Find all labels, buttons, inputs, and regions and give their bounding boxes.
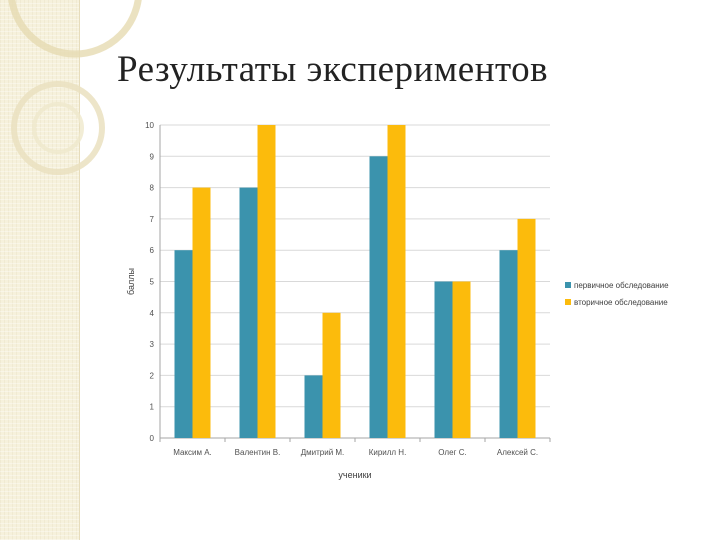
y-tick-label: 10 bbox=[145, 121, 154, 130]
y-tick-label: 2 bbox=[150, 371, 155, 380]
legend-label: первичное обследование bbox=[574, 281, 669, 290]
y-tick-label: 0 bbox=[150, 434, 155, 443]
x-tick-label: Алексей С. bbox=[497, 448, 538, 457]
bar bbox=[369, 156, 388, 439]
bar bbox=[452, 281, 471, 438]
slide-title: Результаты экспериментов bbox=[117, 49, 549, 90]
bar bbox=[192, 187, 211, 438]
y-tick-label: 9 bbox=[150, 152, 155, 161]
y-tick-label: 8 bbox=[150, 184, 155, 193]
y-tick-label: 4 bbox=[150, 309, 155, 318]
legend-label: вторичное обследование bbox=[574, 298, 668, 307]
x-tick-label: Максим А. bbox=[173, 448, 212, 457]
bar bbox=[304, 375, 323, 438]
y-tick-label: 3 bbox=[150, 340, 155, 349]
legend-swatch bbox=[565, 299, 571, 305]
x-axis-title: ученики bbox=[338, 470, 371, 480]
legend-swatch bbox=[565, 282, 571, 288]
x-tick-label: Дмитрий М. bbox=[301, 448, 345, 457]
y-tick-label: 6 bbox=[150, 246, 155, 255]
bar bbox=[387, 125, 406, 438]
bar bbox=[434, 281, 453, 438]
y-tick-label: 1 bbox=[150, 403, 155, 412]
x-tick-label: Кирилл Н. bbox=[369, 448, 407, 457]
x-tick-label: Валентин В. bbox=[235, 448, 281, 457]
bar-chart: 0 1 2 3 4 5 6 7 8 9 10 Максим А. Валентин В. Дмитрий … bbox=[126, 121, 669, 480]
bar bbox=[517, 218, 536, 438]
bar bbox=[257, 125, 276, 438]
y-tick-label: 5 bbox=[150, 278, 155, 287]
bar bbox=[174, 250, 193, 438]
y-tick-label: 7 bbox=[150, 215, 155, 224]
x-tick-label: Олег С. bbox=[438, 448, 466, 457]
bar bbox=[322, 312, 341, 438]
decorative-rings-icon bbox=[8, 0, 142, 175]
bar bbox=[499, 250, 518, 438]
y-axis-title: баллы bbox=[126, 268, 136, 295]
bar bbox=[239, 187, 258, 438]
